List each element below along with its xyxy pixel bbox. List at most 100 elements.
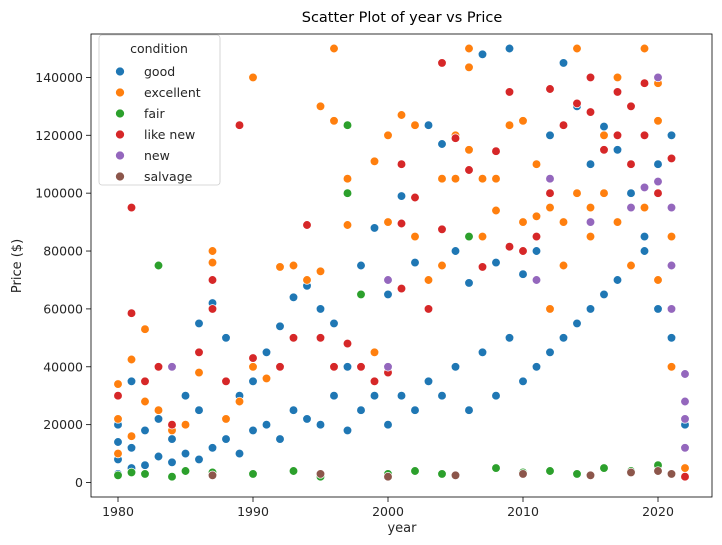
data-point-good-6 [126, 376, 137, 386]
data-point-new-13 [680, 369, 690, 379]
x-tick-label-2: 2000 [372, 504, 404, 519]
y-axis-label: Price ($) [10, 239, 25, 293]
data-point-like-new-26 [437, 58, 447, 68]
data-point-excellent-41 [464, 62, 474, 72]
data-point-like-new-50 [666, 153, 677, 164]
y-axis: 0 20000 40000 60000 80000 100000 120000 140000 [35, 70, 91, 490]
data-point-salvage-4 [518, 469, 528, 479]
data-point-new-4 [545, 174, 555, 184]
data-point-good-52 [437, 391, 447, 401]
data-point-good-25 [248, 376, 258, 386]
data-point-good-78 [612, 275, 623, 285]
data-point-good-54 [450, 362, 461, 372]
legend-marker-good [115, 66, 125, 77]
data-point-like-new-13 [288, 333, 299, 343]
data-point-good-7 [140, 460, 150, 470]
data-point-new-11 [666, 260, 677, 271]
data-point-excellent-32 [396, 110, 407, 120]
data-point-like-new-49 [653, 188, 663, 198]
data-point-good-15 [194, 454, 204, 465]
legend-label-fair: fair [144, 106, 166, 121]
data-point-like-new-11 [248, 353, 258, 363]
data-point-fair-8 [288, 466, 299, 476]
data-point-like-new-25 [423, 304, 434, 314]
y-tick-label-5: 100000 [35, 186, 83, 201]
data-point-good-82 [639, 246, 650, 256]
data-point-excellent-36 [437, 174, 447, 184]
y-tick-label-3: 60000 [43, 301, 83, 316]
data-point-good-11 [167, 457, 177, 467]
data-point-good-35 [315, 304, 326, 314]
x-tick-label-0: 1980 [102, 504, 134, 519]
data-point-excellent-65 [626, 260, 636, 271]
data-point-excellent-29 [369, 347, 380, 357]
data-point-salvage-8 [666, 469, 677, 479]
data-point-excellent-6 [140, 396, 150, 407]
legend-label-like-new: like new [144, 127, 195, 142]
data-point-excellent-37 [437, 260, 447, 271]
data-point-good-10 [153, 414, 164, 424]
legend-label-salvage: salvage [144, 169, 193, 184]
data-point-excellent-30 [383, 130, 393, 140]
data-point-like-new-17 [342, 338, 353, 349]
data-point-excellent-38 [450, 174, 461, 184]
data-point-new-10 [666, 202, 677, 213]
data-point-excellent-63 [612, 217, 623, 227]
data-point-like-new-12 [275, 362, 285, 372]
data-point-excellent-10 [194, 367, 204, 378]
data-point-good-75 [585, 159, 596, 169]
data-point-fair-1 [126, 467, 137, 478]
data-point-new-5 [585, 217, 596, 227]
legend-marker-new [115, 150, 125, 161]
data-point-excellent-58 [585, 202, 596, 213]
y-tick-label-2: 40000 [43, 359, 83, 374]
data-point-good-64 [518, 376, 528, 386]
data-point-like-new-42 [599, 145, 609, 155]
data-point-good-70 [558, 333, 569, 343]
y-tick-label-6: 120000 [35, 128, 83, 143]
data-point-new-8 [653, 72, 663, 83]
data-point-salvage-5 [585, 470, 596, 480]
data-point-like-new-47 [639, 78, 650, 88]
data-point-excellent-62 [612, 72, 623, 83]
data-point-good-45 [383, 289, 393, 300]
data-point-good-28 [275, 434, 285, 444]
data-point-excellent-7 [153, 405, 164, 415]
data-point-fair-11 [342, 188, 353, 198]
data-point-excellent-71 [666, 231, 677, 242]
data-point-excellent-23 [329, 43, 339, 54]
data-point-fair-17 [491, 463, 501, 473]
data-point-like-new-5 [167, 420, 177, 430]
data-point-fair-19 [545, 466, 555, 476]
data-point-fair-3 [153, 260, 164, 271]
data-point-good-61 [491, 257, 501, 268]
data-point-good-65 [518, 269, 528, 279]
data-point-like-new-34 [518, 246, 528, 256]
data-point-good-55 [450, 246, 461, 256]
data-point-like-new-28 [450, 133, 461, 143]
data-point-excellent-59 [585, 231, 596, 242]
data-point-excellent-46 [491, 174, 501, 184]
data-point-excellent-28 [369, 156, 380, 166]
data-point-like-new-22 [396, 218, 407, 229]
data-point-excellent-16 [248, 362, 258, 372]
data-point-good-43 [369, 223, 380, 233]
data-point-good-60 [491, 391, 501, 401]
y-tick-label-7: 140000 [35, 70, 83, 85]
y-tick-label-0: 0 [75, 475, 83, 490]
data-point-good-53 [437, 139, 447, 149]
data-point-like-new-45 [626, 101, 636, 111]
data-point-good-77 [599, 121, 609, 132]
data-point-excellent-70 [653, 275, 663, 285]
data-point-like-new-14 [302, 220, 312, 230]
data-point-excellent-0 [113, 379, 123, 389]
data-point-excellent-15 [248, 72, 258, 83]
legend-box [98, 34, 221, 186]
data-point-good-67 [531, 246, 542, 256]
data-point-like-new-21 [396, 159, 407, 169]
data-point-good-40 [356, 405, 366, 415]
data-point-excellent-45 [491, 205, 501, 216]
data-point-new-15 [680, 414, 690, 424]
x-axis-label: year [387, 521, 417, 536]
